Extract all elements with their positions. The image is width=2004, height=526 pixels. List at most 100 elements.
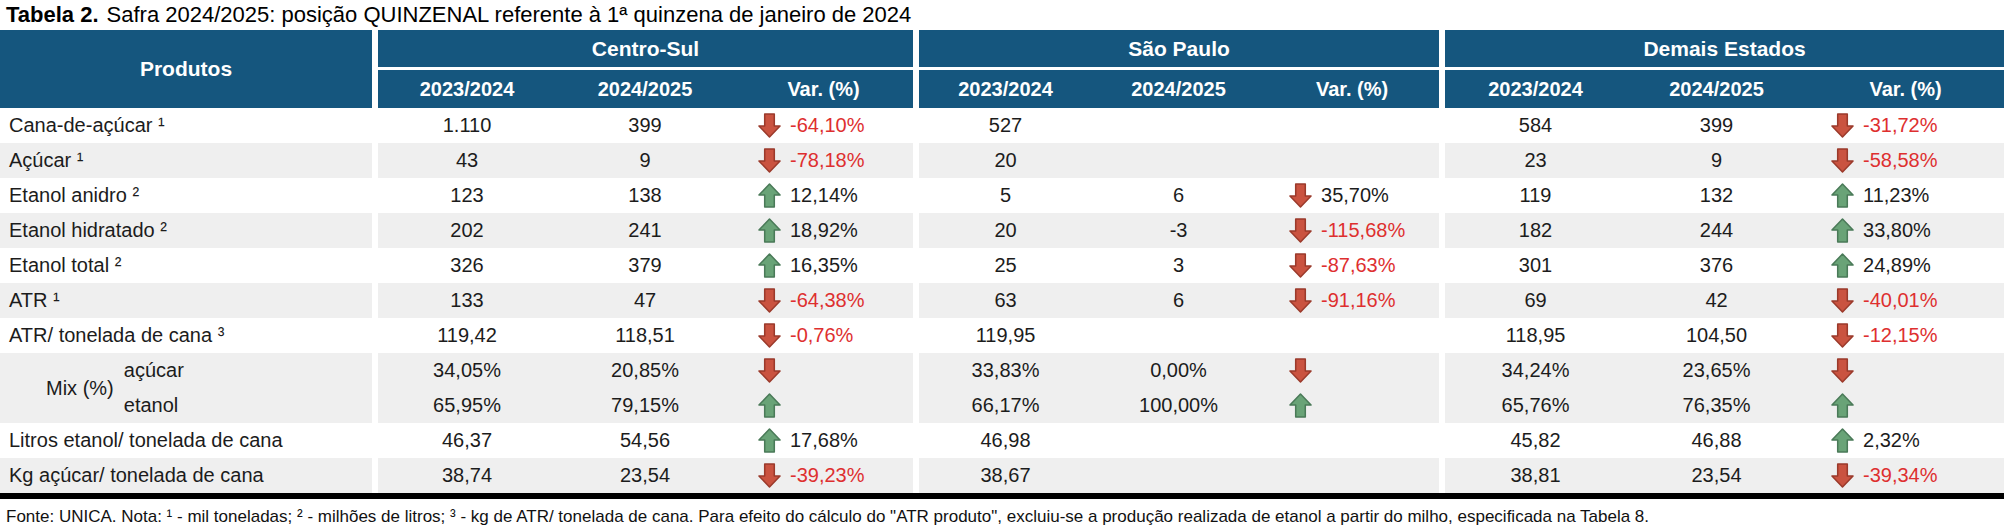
value-cell: 104,50 — [1626, 318, 1807, 353]
down-arrow-icon — [1289, 358, 1312, 383]
value-cell: 399 — [1626, 108, 1807, 143]
variation-value: 11,23% — [1863, 184, 1929, 207]
mix-label: Mix (%) — [46, 377, 114, 400]
value-cell: 182 — [1445, 213, 1626, 248]
variation-value: -39,34% — [1863, 464, 1938, 487]
variation-cell — [1265, 318, 1439, 353]
value-cell: 118,51 — [556, 318, 734, 353]
variation-value: 18,92% — [790, 219, 858, 242]
product-cell: Açúcar ¹ — [0, 143, 372, 178]
variation-cell: 24,89% — [1807, 248, 2004, 283]
value-cell: 46,98 — [919, 423, 1092, 458]
up-arrow-icon — [758, 253, 781, 278]
down-arrow-icon — [1289, 183, 1312, 208]
up-arrow-icon — [758, 393, 781, 418]
table-header: Produtos Centro-Sul São Paulo Demais Est… — [0, 30, 2004, 108]
value-cell: 54,56 — [556, 423, 734, 458]
variation-value: -87,63% — [1321, 254, 1396, 277]
value-cell: 100,00% — [1092, 388, 1265, 423]
variation-cell: -78,18% — [734, 143, 913, 178]
value-cell: 23,54 — [556, 458, 734, 493]
table-number-label: Tabela 2. — [6, 2, 99, 28]
value-cell: 34,24% — [1445, 353, 1626, 388]
value-cell: 23,65% — [1626, 353, 1807, 388]
value-cell: 133 — [378, 283, 556, 318]
value-cell: 63 — [919, 283, 1092, 318]
value-cell: 46,37 — [378, 423, 556, 458]
value-cell: 23 — [1445, 143, 1626, 178]
value-cell: 118,95 — [1445, 318, 1626, 353]
variation-cell: -0,76% — [734, 318, 913, 353]
variation-value: -115,68% — [1321, 219, 1405, 242]
value-cell: 9 — [556, 143, 734, 178]
variation-cell: -64,10% — [734, 108, 913, 143]
value-cell: 123 — [378, 178, 556, 213]
group-header-centro-sul: Centro-Sul — [378, 30, 913, 69]
down-arrow-icon — [758, 113, 781, 138]
up-arrow-icon — [1831, 428, 1854, 453]
report-table-page: Tabela 2. Safra 2024/2025: posição QUINZ… — [0, 0, 2004, 526]
value-cell: 33,83% — [919, 353, 1092, 388]
variation-cell — [1265, 458, 1439, 493]
value-cell: 20 — [919, 143, 1092, 178]
value-cell: 376 — [1626, 248, 1807, 283]
up-arrow-icon — [1289, 393, 1312, 418]
variation-cell — [1265, 353, 1439, 388]
value-cell: 65,76% — [1445, 388, 1626, 423]
col-header-de-var: Var. (%) — [1807, 69, 2004, 109]
down-arrow-icon — [758, 323, 781, 348]
value-cell: 119,42 — [378, 318, 556, 353]
down-arrow-icon — [758, 358, 781, 383]
source-footnote: Fonte: UNICA. Nota: ¹ - mil toneladas; ²… — [0, 499, 2004, 526]
variation-cell: -58,58% — [1807, 143, 2004, 178]
variation-value: 16,35% — [790, 254, 858, 277]
value-cell: 47 — [556, 283, 734, 318]
variation-value: -40,01% — [1863, 289, 1938, 312]
product-cell: Etanol anidro ² — [0, 178, 372, 213]
table-body: Cana-de-açúcar ¹1.110399-64,10%527584399… — [0, 108, 2004, 493]
value-cell: 119,95 — [919, 318, 1092, 353]
variation-cell: -12,15% — [1807, 318, 2004, 353]
variation-cell — [1265, 143, 1439, 178]
variation-cell: 12,14% — [734, 178, 913, 213]
variation-value: -12,15% — [1863, 324, 1938, 347]
down-arrow-icon — [758, 288, 781, 313]
variation-value: 2,32% — [1863, 429, 1920, 452]
table-row: Kg açúcar/ tonelada de cana38,7423,54-39… — [0, 458, 2004, 493]
mix-product-cell: Mix (%)açúcaretanol — [0, 353, 372, 423]
col-header-de-2023-2024: 2023/2024 — [1445, 69, 1626, 109]
variation-cell: -87,63% — [1265, 248, 1439, 283]
variation-cell: 11,23% — [1807, 178, 2004, 213]
variation-value: 24,89% — [1863, 254, 1931, 277]
value-cell: 301 — [1445, 248, 1626, 283]
col-header-cs-var: Var. (%) — [734, 69, 913, 109]
product-cell: ATR/ tonelada de cana ³ — [0, 318, 372, 353]
down-arrow-icon — [1831, 463, 1854, 488]
variation-cell — [734, 353, 913, 388]
down-arrow-icon — [1831, 288, 1854, 313]
down-arrow-icon — [1831, 358, 1854, 383]
variation-cell — [1265, 108, 1439, 143]
value-cell: 119 — [1445, 178, 1626, 213]
value-cell: 38,67 — [919, 458, 1092, 493]
value-cell: 34,05% — [378, 353, 556, 388]
value-cell: 9 — [1626, 143, 1807, 178]
down-arrow-icon — [1831, 148, 1854, 173]
value-cell: 38,74 — [378, 458, 556, 493]
value-cell: 42 — [1626, 283, 1807, 318]
down-arrow-icon — [758, 148, 781, 173]
value-cell: 202 — [378, 213, 556, 248]
variation-cell: 2,32% — [1807, 423, 2004, 458]
product-cell: ATR ¹ — [0, 283, 372, 318]
down-arrow-icon — [1831, 323, 1854, 348]
value-cell: 527 — [919, 108, 1092, 143]
variation-cell — [1265, 388, 1439, 423]
col-header-sp-2024-2025: 2024/2025 — [1092, 69, 1265, 109]
table-row: Etanol anidro ²12313812,14%5635,70%11913… — [0, 178, 2004, 213]
value-cell: 132 — [1626, 178, 1807, 213]
page-title: Tabela 2. Safra 2024/2025: posição QUINZ… — [0, 0, 2004, 30]
variation-value: 17,68% — [790, 429, 858, 452]
value-cell: 66,17% — [919, 388, 1092, 423]
value-cell: -3 — [1092, 213, 1265, 248]
value-cell: 23,54 — [1626, 458, 1807, 493]
